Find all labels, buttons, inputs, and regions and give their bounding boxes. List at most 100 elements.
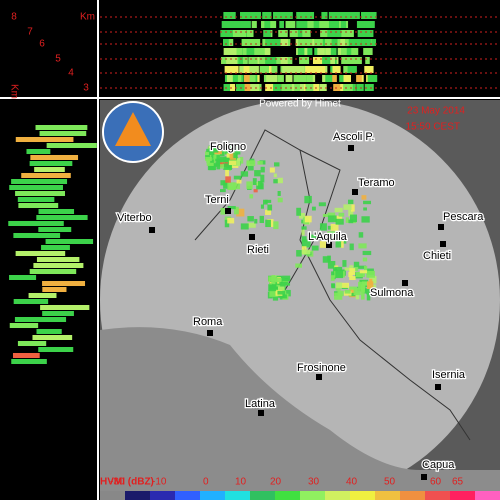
- radar-echo: [268, 284, 277, 292]
- profile-echo: [346, 48, 351, 55]
- radar-echo: [224, 219, 230, 228]
- radar-echo: [345, 217, 349, 223]
- radar-echo: [339, 240, 344, 248]
- profile-echo: [260, 66, 270, 73]
- radar-echo: [236, 208, 245, 217]
- radar-echo: [337, 290, 344, 297]
- profile-echo: [15, 191, 66, 196]
- profile-echo: [249, 75, 256, 82]
- profile-echo: [293, 75, 299, 82]
- profile-echo: [299, 57, 310, 64]
- profile-echo: [241, 39, 252, 46]
- colorbar-cell: [475, 491, 500, 500]
- profile-echo: [226, 12, 236, 19]
- radar-echo: [234, 149, 241, 155]
- radar-echo: [227, 205, 236, 210]
- profile-echo: [9, 323, 39, 328]
- profile-echo: [350, 39, 356, 46]
- profile-echo: [340, 12, 345, 19]
- radar-echo: [268, 276, 277, 282]
- radar-echo: [226, 153, 232, 158]
- radar-echo: [338, 212, 345, 217]
- profile-echo: [284, 57, 293, 64]
- height-label: 8: [11, 12, 17, 23]
- profile-echo: [36, 329, 62, 334]
- radar-echo: [272, 294, 279, 301]
- profile-echo: [329, 21, 339, 28]
- profile-echo: [238, 57, 247, 64]
- city-label: Viterbo: [117, 212, 152, 224]
- profile-echo: [264, 48, 271, 55]
- radar-echo: [361, 292, 365, 300]
- radar-echo: [257, 180, 263, 189]
- profile-echo: [13, 233, 61, 238]
- radar-echo: [353, 287, 361, 296]
- radar-echo: [358, 232, 364, 238]
- profile-echo: [299, 21, 309, 28]
- radar-echo: [213, 153, 217, 159]
- profile-echo: [313, 66, 323, 73]
- profile-echo: [339, 75, 344, 82]
- profile-echo: [41, 245, 70, 250]
- radar-echo: [220, 164, 225, 169]
- profile-echo: [361, 12, 367, 19]
- radar-echo: [304, 195, 312, 204]
- profile-echo: [265, 84, 274, 91]
- radar-echo: [259, 215, 264, 224]
- profile-echo: [13, 299, 49, 304]
- radar-echo: [349, 286, 357, 290]
- city-label: Ascoli P.: [333, 131, 374, 143]
- profile-echo: [310, 12, 315, 19]
- radar-echo: [277, 290, 286, 295]
- credit: Powered by Himet: [259, 99, 341, 110]
- height-label: 3: [83, 83, 89, 94]
- profile-echo: [42, 311, 74, 316]
- profile-echo: [272, 57, 281, 64]
- radar-echo: [269, 289, 278, 297]
- profile-echo: [317, 48, 325, 55]
- region-border: [299, 149, 471, 441]
- radar-echo: [327, 232, 336, 236]
- city-label: Latina: [245, 398, 276, 410]
- city-label: Isernia: [432, 369, 466, 381]
- time: 15:50 CEST: [406, 122, 460, 133]
- radar-echo: [363, 207, 367, 211]
- profile-echo: [297, 48, 305, 55]
- radar-echo: [281, 294, 287, 299]
- city-marker: [402, 280, 408, 286]
- profile-echo: [331, 12, 340, 19]
- colorbar-label: -10: [152, 477, 167, 488]
- profile-echo: [222, 21, 232, 28]
- radar-echo: [254, 170, 261, 177]
- radar-echo: [273, 173, 277, 178]
- radar-echo: [265, 219, 271, 228]
- profile-echo: [286, 21, 294, 28]
- profile-echo: [253, 57, 263, 64]
- profile-echo: [336, 30, 342, 37]
- profile-echo: [233, 48, 242, 55]
- colorbar-label: 50: [384, 477, 396, 488]
- radar-echo: [358, 243, 367, 249]
- profile-echo: [341, 39, 349, 46]
- profile-echo: [242, 48, 247, 55]
- profile-echo: [11, 359, 47, 364]
- city-label: Sulmona: [370, 287, 414, 299]
- radar-echo: [277, 177, 283, 184]
- colorbar-label: 30: [308, 477, 320, 488]
- profile-echo: [29, 269, 77, 274]
- radar-echo: [228, 160, 237, 166]
- radar-echo: [207, 164, 217, 171]
- profile-echo: [270, 39, 280, 46]
- profile-echo: [298, 12, 307, 19]
- radar-echo: [310, 234, 318, 239]
- profile-echo: [320, 30, 328, 37]
- profile-echo: [352, 12, 360, 19]
- radar-echo: [350, 214, 357, 223]
- profile-echo: [341, 30, 348, 37]
- profile-echo: [248, 57, 258, 64]
- profile-echo: [345, 12, 355, 19]
- radar-echo: [216, 158, 221, 165]
- profile-echo: [269, 21, 276, 28]
- profile-echo: [36, 215, 88, 220]
- profile-echo: [330, 57, 336, 64]
